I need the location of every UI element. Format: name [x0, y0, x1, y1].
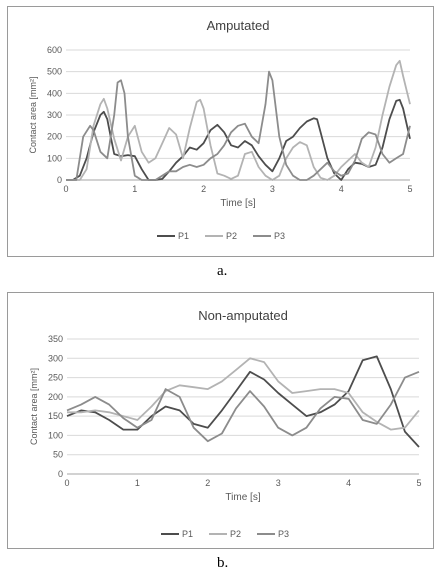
- caption-a: a.: [217, 263, 228, 279]
- y-tick-label: 100: [47, 153, 62, 163]
- legend-label-p1: P1: [182, 529, 193, 539]
- x-tick-label: 4: [346, 478, 351, 488]
- y-axis-label: Contact area [mm²]: [28, 76, 38, 153]
- legend-label-p2: P2: [226, 231, 237, 241]
- y-axis-label: Contact area [mm²]: [29, 368, 39, 445]
- x-axis-label: Time [s]: [220, 198, 255, 209]
- y-tick-label: 0: [58, 469, 63, 479]
- y-tick-label: 150: [48, 411, 63, 421]
- y-tick-label: 500: [47, 67, 62, 77]
- y-tick-label: 50: [53, 450, 63, 460]
- x-tick-label: 5: [416, 478, 421, 488]
- y-tick-label: 0: [57, 175, 62, 185]
- x-tick-label: 4: [339, 184, 344, 194]
- chart-panel-amputated: Amputated 0 100 200 300 400 500 600 0 1 2 3 4 5 Time […: [7, 6, 434, 257]
- x-tick-label: 5: [407, 184, 412, 194]
- y-tick-label: 200: [47, 132, 62, 142]
- x-tick-label: 2: [205, 478, 210, 488]
- chart-title: Non-amputated: [198, 308, 288, 323]
- x-tick-label: 2: [201, 184, 206, 194]
- legend-label-p1: P1: [178, 231, 189, 241]
- chart-amputated: Amputated 0 100 200 300 400 500 600 0 1 2 3 4 5 Time […: [28, 18, 413, 241]
- x-tick-label: 0: [64, 478, 69, 488]
- series-line-p1: [66, 355, 420, 448]
- y-tick-label: 400: [47, 88, 62, 98]
- series-line-p3: [66, 370, 420, 443]
- y-tick-label: 300: [47, 110, 62, 120]
- chart-non-amputated: Non-amputated 0 50 100 150 200 250 300 350 0 1 2 3 4 5…: [29, 308, 422, 539]
- x-tick-label: 3: [276, 478, 281, 488]
- y-tick-label: 300: [48, 353, 63, 363]
- x-tick-label: 3: [270, 184, 275, 194]
- y-tick-label: 250: [48, 373, 63, 383]
- legend-label-p2: P2: [230, 529, 241, 539]
- x-tick-label: 0: [63, 184, 68, 194]
- chart-title: Amputated: [207, 18, 270, 33]
- x-tick-label: 1: [132, 184, 137, 194]
- y-tick-label: 350: [48, 334, 63, 344]
- legend-label-p3: P3: [278, 529, 289, 539]
- x-tick-label: 1: [135, 478, 140, 488]
- series-line-p2: [66, 59, 411, 181]
- series-line-p1: [66, 98, 411, 181]
- y-tick-label: 100: [48, 430, 63, 440]
- y-tick-label: 200: [48, 392, 63, 402]
- chart-panel-non-amputated: Non-amputated 0 50 100 150 200 250 300 350 0 1 2 3 4 5…: [7, 292, 434, 549]
- series-line-p3: [66, 70, 411, 181]
- legend-label-p3: P3: [274, 231, 285, 241]
- series-line-p2: [67, 357, 420, 431]
- x-axis-label: Time [s]: [225, 492, 260, 503]
- y-tick-label: 600: [47, 45, 62, 55]
- caption-b: b.: [217, 555, 229, 571]
